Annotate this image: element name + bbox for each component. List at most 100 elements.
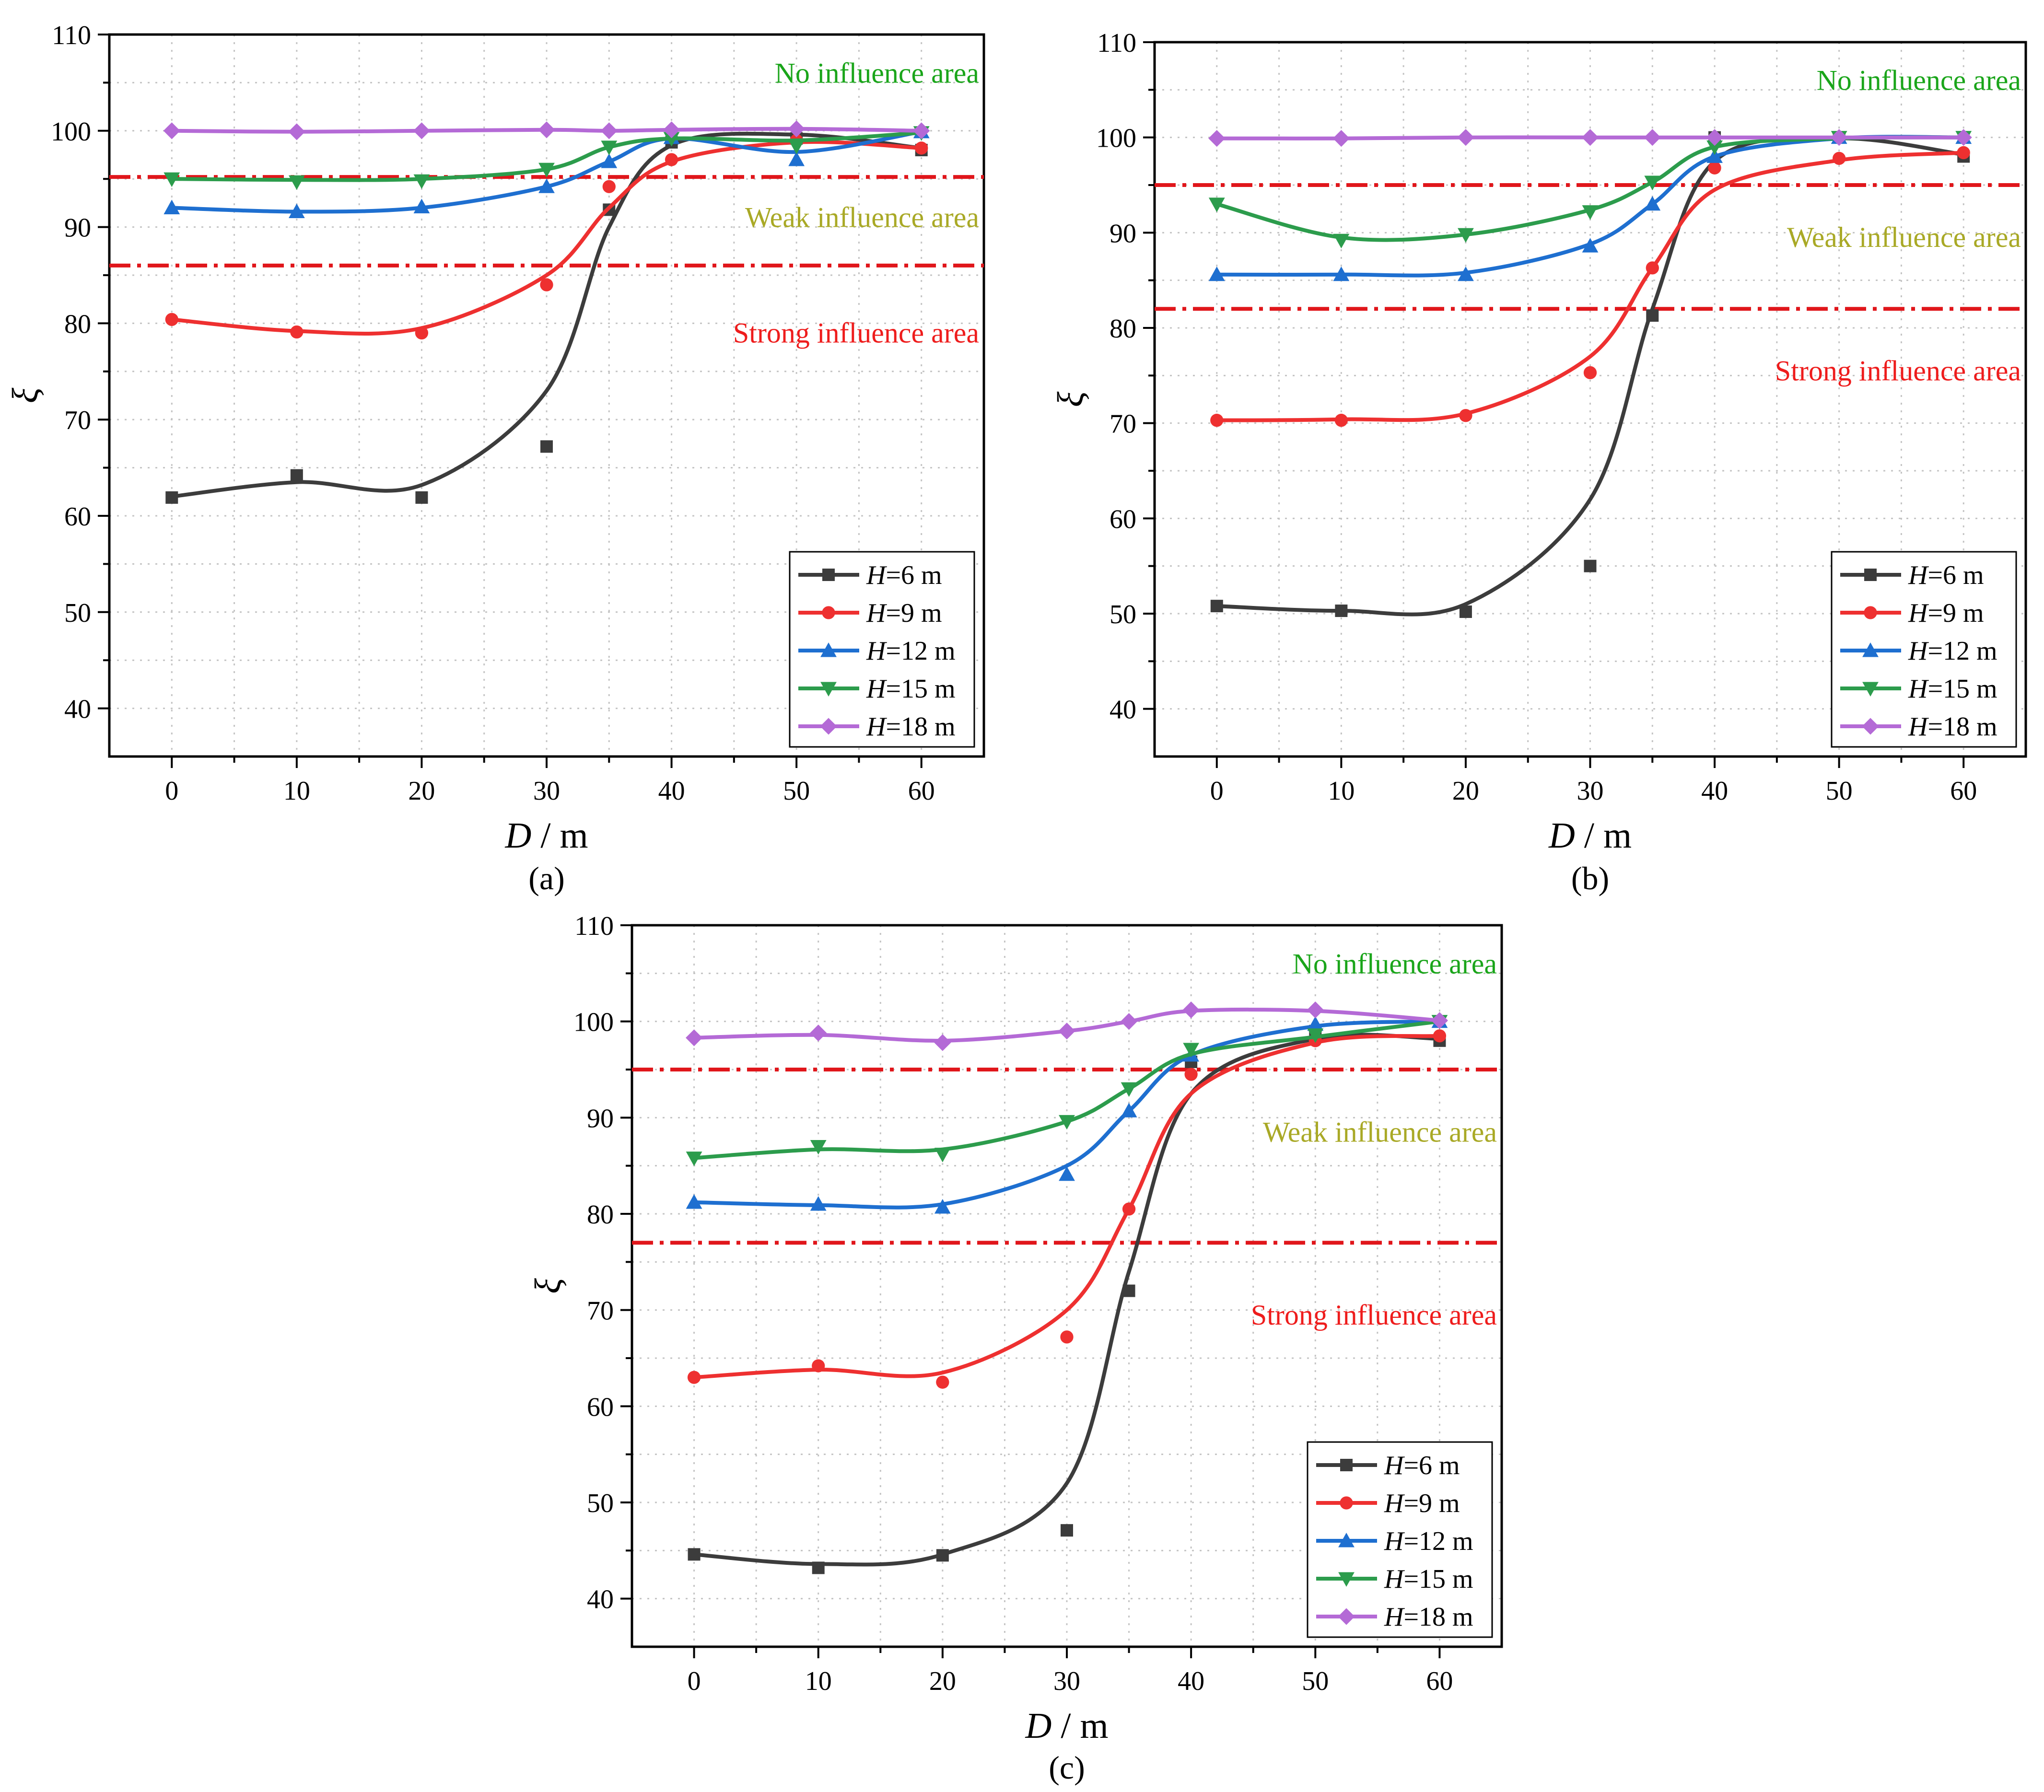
data-point — [1335, 605, 1348, 617]
data-point — [538, 163, 555, 178]
x-axis-title: D / m — [1025, 1706, 1108, 1746]
panel-label: (a) — [528, 860, 564, 896]
y-tick-label: 110 — [574, 911, 614, 941]
legend-marker — [1862, 682, 1879, 697]
data-point — [1121, 1103, 1137, 1117]
legend-var: H — [866, 636, 887, 666]
legend-marker — [820, 718, 837, 735]
legend-value: 18 m — [1943, 712, 1997, 742]
legend-label: H=6 m — [866, 560, 942, 590]
legend-var: H — [1384, 1526, 1405, 1556]
data-point — [1060, 1330, 1074, 1344]
x-tick-label: 40 — [1701, 776, 1728, 806]
legend-marker — [1340, 1496, 1353, 1510]
legend-equals: = — [1403, 1451, 1419, 1480]
x-tick-label: 0 — [165, 776, 178, 806]
region-label: Weak influence area — [1263, 1117, 1497, 1148]
data-point — [1646, 261, 1659, 275]
data-point — [810, 1024, 827, 1042]
x-tick-label: 60 — [1950, 776, 1977, 806]
data-point — [1333, 266, 1350, 281]
data-point — [663, 132, 680, 147]
x-tick-label: 60 — [908, 776, 935, 806]
data-point — [413, 174, 430, 189]
x-axis-variable: D — [1548, 815, 1575, 856]
series-line — [692, 1034, 1442, 1380]
legend-label: H=6 m — [1908, 560, 1984, 590]
legend-equals: = — [1403, 1526, 1419, 1556]
y-tick-label: 70 — [1110, 409, 1136, 439]
data-point — [413, 122, 430, 140]
legend-marker — [1338, 1533, 1355, 1548]
y-tick-label: 60 — [64, 502, 91, 532]
data-point — [1459, 605, 1472, 618]
legend-label: H=6 m — [1384, 1451, 1460, 1480]
data-point — [1208, 266, 1225, 281]
data-point — [1955, 129, 1972, 146]
data-point — [1210, 414, 1224, 427]
legend-box — [1831, 551, 2017, 748]
legend-var: H — [1908, 636, 1929, 666]
data-point — [665, 153, 678, 166]
legend-value: 6 m — [1943, 560, 1984, 590]
x-tick-label: 20 — [929, 1666, 956, 1696]
legend-var: H — [1384, 1564, 1405, 1594]
x-tick-label: 0 — [1210, 776, 1224, 806]
legend-var: H — [1908, 598, 1929, 628]
data-point — [600, 122, 618, 140]
data-point — [290, 325, 304, 339]
data-point — [1708, 161, 1721, 175]
data-point — [936, 1549, 949, 1562]
legend-equals: = — [886, 560, 901, 590]
x-tick-label: 60 — [1426, 1666, 1453, 1696]
data-point — [165, 313, 178, 326]
data-point — [1583, 366, 1597, 380]
data-point — [1332, 130, 1350, 147]
legend-label: H=9 m — [1908, 598, 1984, 628]
legend-marker — [1338, 1608, 1355, 1625]
legend-marker — [1862, 718, 1879, 735]
x-axis-unit: / m — [531, 815, 588, 856]
y-tick-label: 40 — [1110, 695, 1136, 725]
data-point — [1183, 1043, 1200, 1058]
x-axis-title: D / m — [1548, 815, 1632, 856]
region-label: No influence area — [1293, 948, 1497, 979]
data-point — [1334, 414, 1348, 427]
region-label: Strong influence area — [733, 317, 979, 349]
data-point — [934, 1199, 951, 1214]
data-point — [1581, 129, 1599, 146]
data-point — [1644, 129, 1661, 146]
data-point — [1582, 205, 1599, 220]
x-axis-unit: / m — [1051, 1706, 1108, 1746]
data-point — [688, 1548, 701, 1561]
x-tick-label: 0 — [688, 1666, 701, 1696]
legend-label: H=15 m — [1384, 1564, 1473, 1594]
data-point — [686, 1194, 702, 1209]
x-tick-label: 50 — [783, 776, 810, 806]
data-point — [788, 120, 805, 138]
legend-value: 9 m — [1419, 1489, 1460, 1518]
y-axis-title: ξ — [5, 387, 46, 403]
panel-b: 0 10 20 30 40 50 60 40 50 60 70 80 90 100 110 D / m ξ No … — [1051, 28, 2027, 896]
legend-marker — [1340, 1459, 1353, 1471]
x-tick-label: 40 — [1178, 1666, 1204, 1696]
x-tick-label: 30 — [1577, 776, 1604, 806]
data-point — [164, 199, 180, 214]
region-label: Weak influence area — [745, 202, 979, 233]
data-point — [165, 491, 178, 504]
data-point — [915, 141, 928, 155]
data-point — [1957, 146, 1970, 160]
data-point — [601, 140, 618, 155]
x-tick-label: 50 — [1302, 1666, 1329, 1696]
data-point — [290, 469, 303, 482]
legend-equals: = — [1927, 636, 1943, 666]
data-point — [1644, 175, 1661, 190]
legend-var: H — [1908, 674, 1929, 704]
data-point — [1333, 233, 1350, 249]
data-point — [1061, 1524, 1073, 1537]
legend-equals: = — [1403, 1564, 1419, 1594]
y-tick-label: 100 — [1096, 124, 1136, 153]
series-line — [170, 140, 923, 336]
y-tick-label: 40 — [587, 1585, 614, 1615]
x-axis-title: D / m — [504, 815, 588, 856]
